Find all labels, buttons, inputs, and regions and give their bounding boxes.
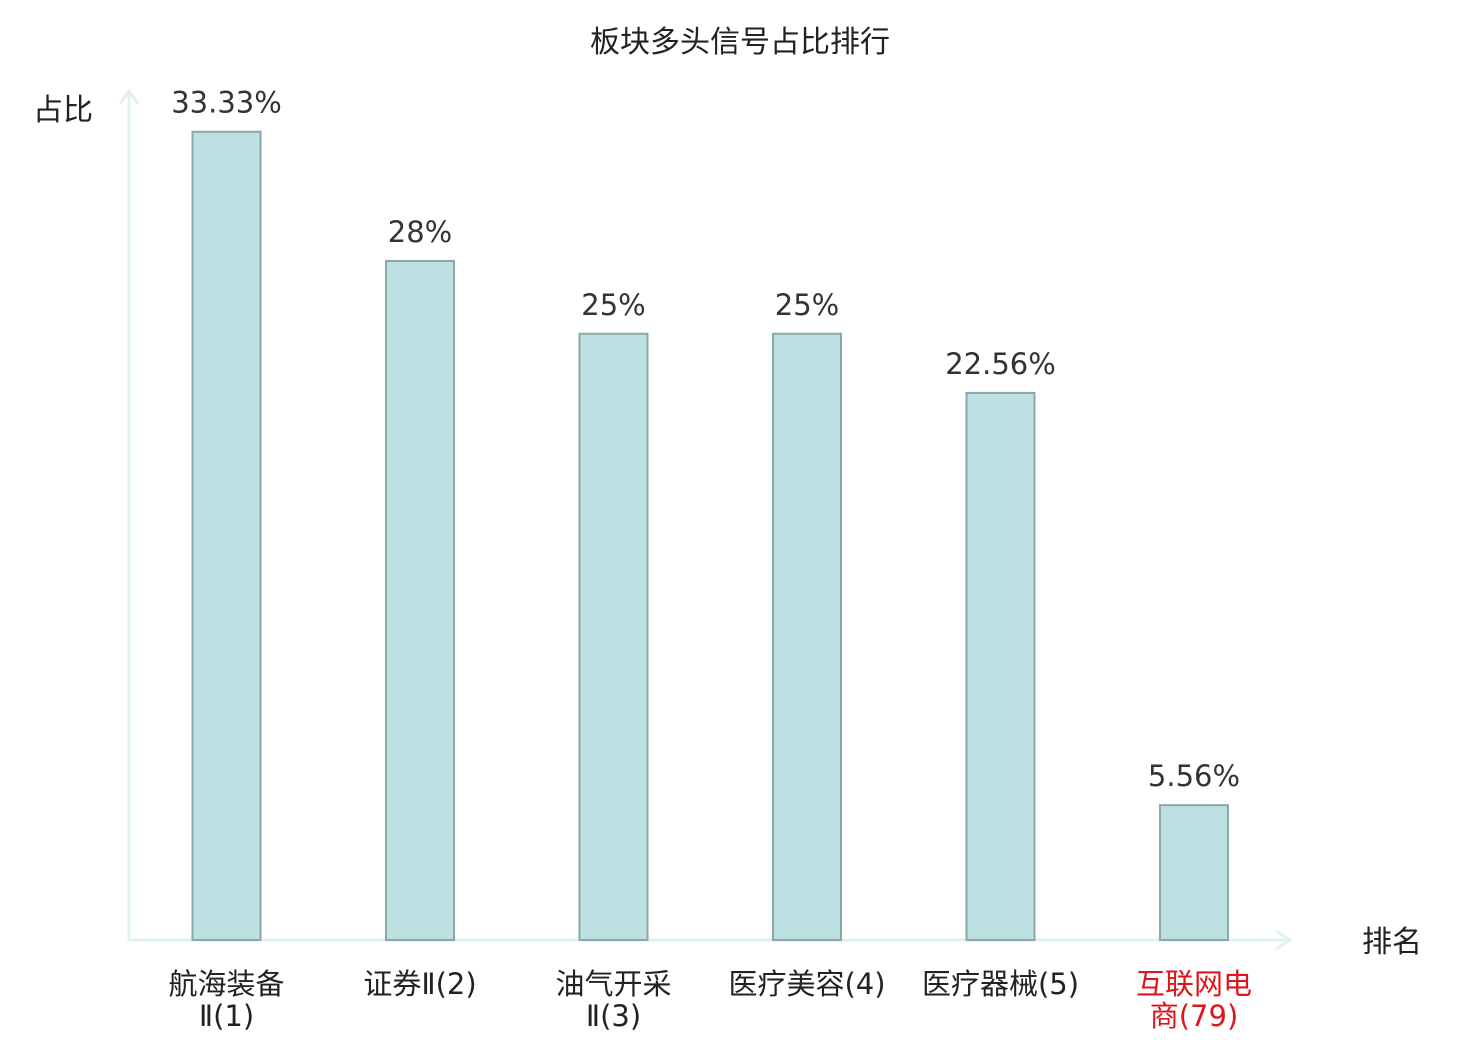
y-axis <box>118 88 140 941</box>
category-label-line: Ⅱ(3) <box>586 999 641 1033</box>
category-label-line: 医疗器械(5) <box>922 967 1079 1001</box>
category-label-line: 油气开采 <box>555 967 671 1001</box>
x-axis-arrow <box>1275 929 1293 951</box>
x-axis <box>129 929 1293 951</box>
category-label-line: 商(79) <box>1150 999 1239 1033</box>
category-label: 油气开采 Ⅱ(3) <box>555 967 671 1033</box>
category-label: 航海装备 Ⅱ(1) <box>168 967 284 1033</box>
category-label: 互联网电商(79) <box>1136 967 1252 1033</box>
bar <box>772 332 842 941</box>
y-axis-title: 占比 <box>33 93 93 128</box>
bar <box>1159 804 1229 941</box>
category-label: 医疗美容(4) <box>728 967 885 1001</box>
bar-value-label: 5.56% <box>1148 759 1240 793</box>
bar <box>578 332 649 941</box>
category-label-line: 互联网电 <box>1136 967 1252 1001</box>
category-label-line: 航海装备 <box>168 967 284 1001</box>
bars-group <box>191 130 1229 942</box>
bar <box>191 130 262 941</box>
category-label: 证券Ⅱ(2) <box>363 967 476 1001</box>
category-label: 医疗器械(5) <box>922 967 1079 1001</box>
category-label-line: 医疗美容(4) <box>728 967 885 1001</box>
bar-value-label: 22.56% <box>945 347 1056 381</box>
category-label-line: Ⅱ(1) <box>199 999 254 1033</box>
bar-value-label: 25% <box>775 288 839 322</box>
x-axis-title: 排名 <box>1362 925 1422 960</box>
bar-value-label: 33.33% <box>171 86 282 120</box>
category-label-line: 证券Ⅱ(2) <box>363 967 476 1001</box>
bar <box>965 391 1036 942</box>
bar-value-label: 28% <box>388 215 452 249</box>
y-axis-arrow <box>118 88 140 105</box>
bar <box>385 260 455 941</box>
category-labels-group: 航海装备 Ⅱ(1) 证券Ⅱ(2) 油气开采 Ⅱ(3) 医疗美容(4) 医疗器械(5) 互联网电… <box>168 967 1252 1033</box>
value-labels-group: 33.33% 28% 25% 25% 22.56% 5.56% <box>171 86 1240 793</box>
bar-value-label: 25% <box>581 288 645 322</box>
chart-title: 板块多头信号占比排行 <box>590 25 890 60</box>
